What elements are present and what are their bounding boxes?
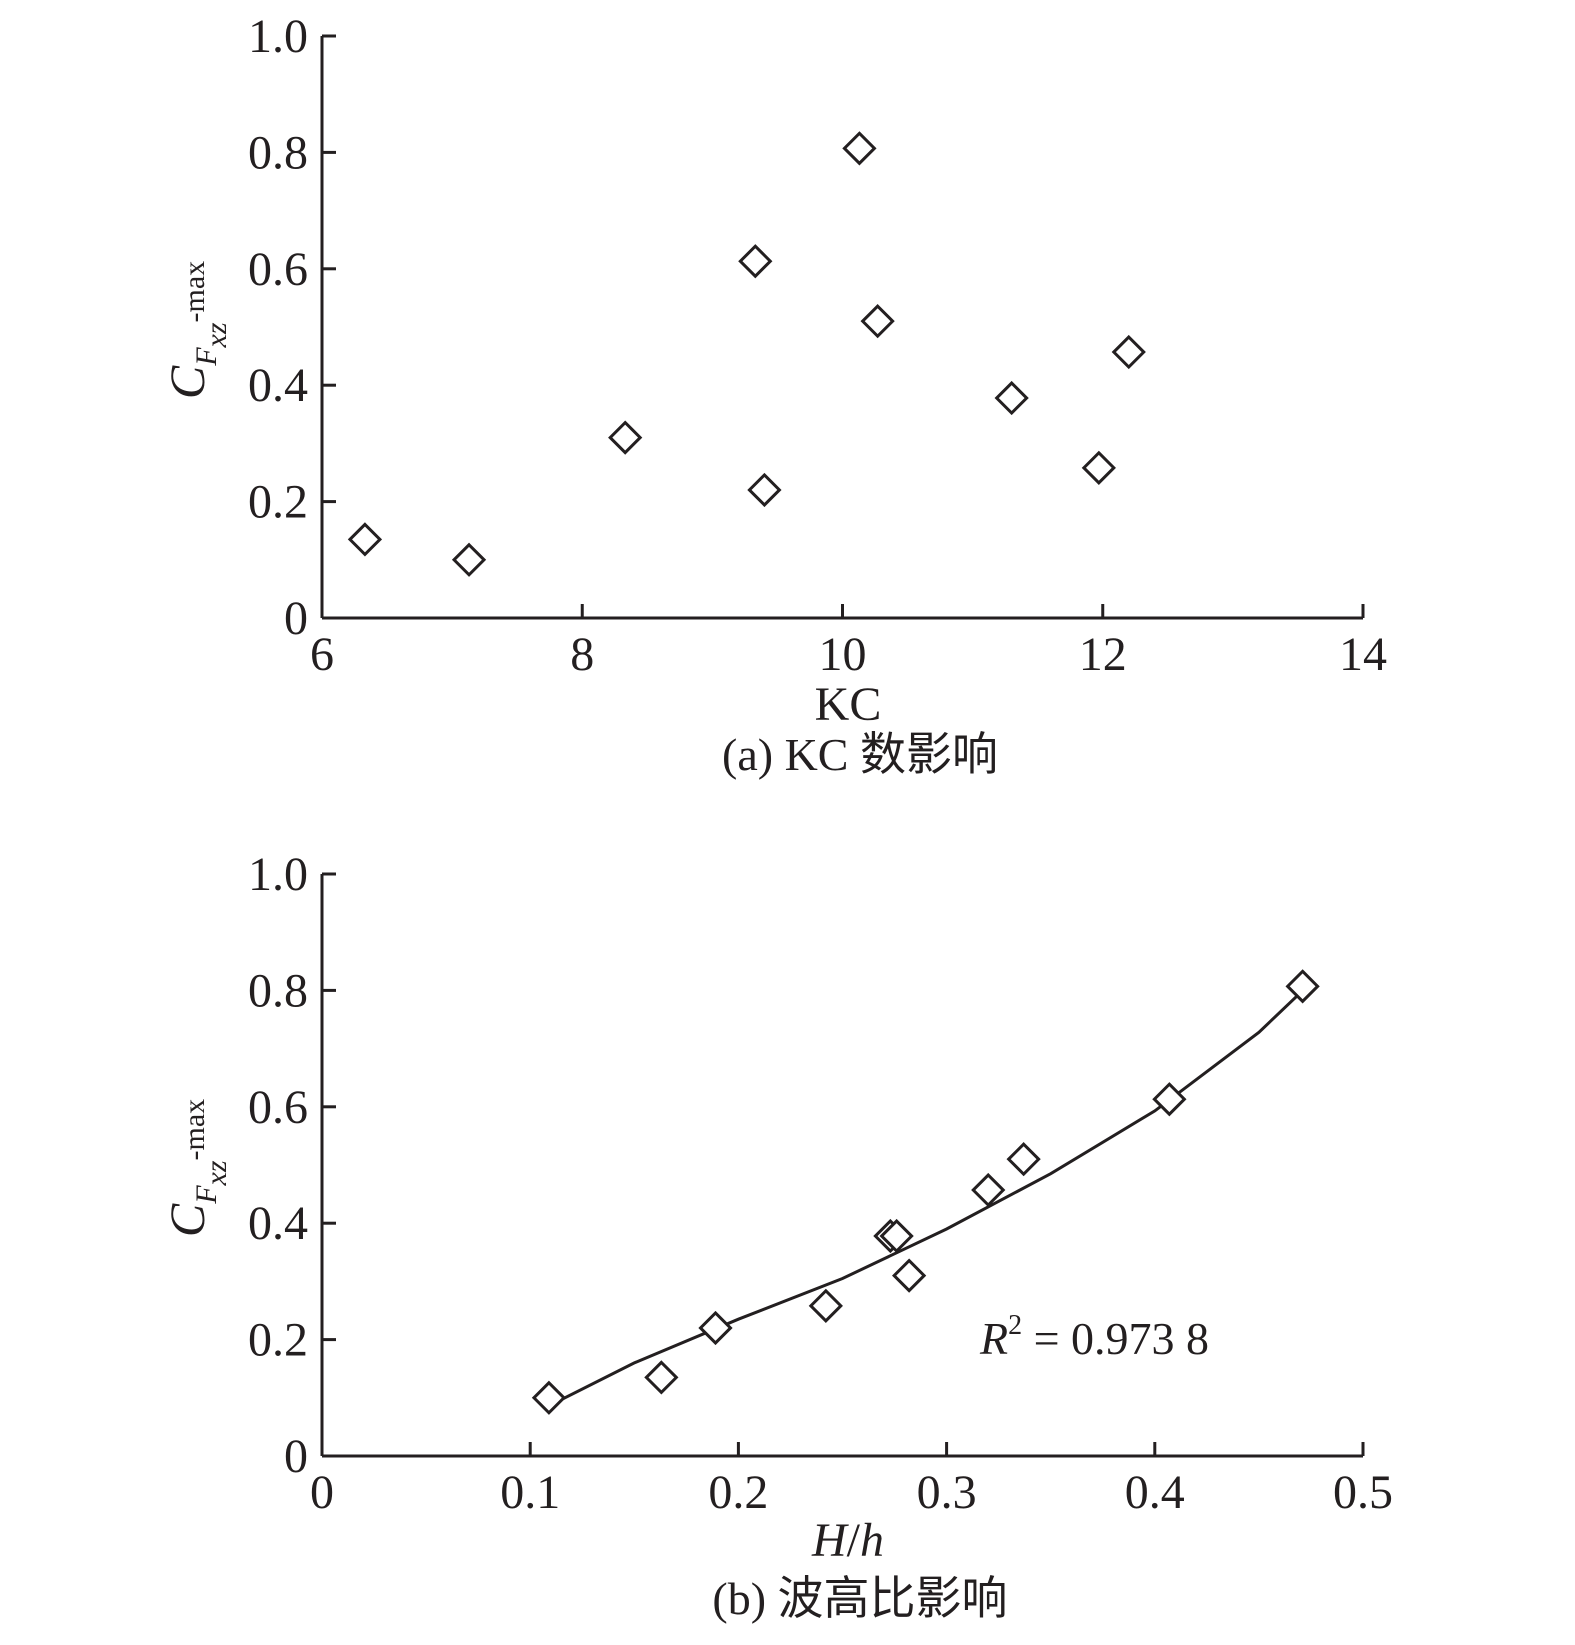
y-tick-label: 0.4 bbox=[248, 359, 308, 412]
x-tick-label: 8 bbox=[570, 628, 594, 681]
panel-b-y-ticks: 0 0.2 0.4 0.6 0.8 1.0 bbox=[248, 848, 336, 1483]
data-point-diamond bbox=[747, 472, 782, 508]
x-tick-label: 0.1 bbox=[500, 1466, 560, 1519]
x-tick-label: 12 bbox=[1079, 628, 1127, 681]
panel-b-fit-curve bbox=[550, 991, 1302, 1407]
svg-text:CFxz-max: CFxz-max bbox=[159, 261, 233, 399]
data-point-diamond bbox=[451, 542, 487, 577]
x-tick-label: 0.5 bbox=[1333, 1466, 1393, 1519]
panel-a-y-ticks: 0 0.2 0.4 0.6 0.8 1.0 bbox=[248, 10, 336, 645]
data-point-diamond bbox=[892, 1258, 927, 1293]
y-tick-label: 0.8 bbox=[248, 964, 308, 1017]
data-point-diamond bbox=[808, 1288, 843, 1323]
x-tick-label: 10 bbox=[819, 628, 867, 681]
y-tick-label: 0 bbox=[284, 592, 308, 645]
panel-a-data-points bbox=[347, 131, 1146, 577]
panel-b-caption: (b) 波高比影响 bbox=[712, 1573, 1007, 1624]
y-tick-label: 0.4 bbox=[248, 1197, 308, 1250]
panel-b-y-axis-label: CFxz-max bbox=[159, 1099, 233, 1237]
data-point-diamond bbox=[1111, 334, 1146, 370]
data-point-diamond bbox=[842, 131, 877, 166]
data-point-diamond bbox=[608, 420, 643, 455]
y-tick-label: 0.8 bbox=[248, 126, 308, 179]
panel-b-wave-height-ratio: 0 0.2 0.4 0.6 0.8 1.0 0 0.1 0.2 0.3 0.4 0.5 R2 = 0… bbox=[159, 848, 1393, 1624]
data-point-diamond bbox=[860, 304, 895, 339]
panel-a-caption: (a) KC 数影响 bbox=[722, 729, 998, 780]
x-tick-label: 0.4 bbox=[1125, 1466, 1185, 1519]
x-tick-label: 0 bbox=[310, 1466, 334, 1519]
y-tick-label: 1.0 bbox=[248, 848, 308, 901]
panel-b-annotation: R2 = 0.973 8 bbox=[979, 1310, 1209, 1364]
data-point-diamond bbox=[1152, 1082, 1187, 1117]
data-point-diamond bbox=[698, 1310, 733, 1346]
data-point-diamond bbox=[971, 1172, 1006, 1208]
data-point-diamond bbox=[738, 244, 773, 279]
panel-a-y-axis-label: CFxz-max bbox=[159, 261, 233, 399]
panel-b-data-points bbox=[531, 969, 1320, 1415]
panel-b-x-ticks: 0 0.1 0.2 0.3 0.4 0.5 bbox=[310, 1442, 1393, 1519]
y-tick-label: 0.6 bbox=[248, 243, 308, 296]
panel-b-x-axis-label: H/h bbox=[811, 1514, 884, 1567]
data-point-diamond bbox=[1285, 969, 1320, 1004]
x-tick-label: 0.3 bbox=[917, 1466, 977, 1519]
x-tick-label: 6 bbox=[310, 628, 334, 681]
panel-a-kc-influence: 0 0.2 0.4 0.6 0.8 1.0 6 8 10 12 14 KC CFxz-max (a… bbox=[159, 10, 1387, 780]
y-tick-label: 0.2 bbox=[248, 1314, 308, 1367]
panel-a-x-axis-label: KC bbox=[815, 678, 882, 731]
svg-text:CFxz-max: CFxz-max bbox=[159, 1099, 233, 1237]
panel-a-x-ticks: 6 8 10 12 14 bbox=[310, 604, 1387, 681]
y-tick-label: 0.2 bbox=[248, 476, 308, 529]
data-point-diamond bbox=[531, 1380, 567, 1415]
y-tick-label: 1.0 bbox=[248, 10, 308, 63]
data-point-diamond bbox=[1006, 1142, 1041, 1177]
data-point-diamond bbox=[644, 1360, 679, 1395]
data-point-diamond bbox=[347, 522, 383, 557]
y-tick-label: 0.6 bbox=[248, 1081, 308, 1134]
data-point-diamond bbox=[1081, 450, 1116, 485]
data-point-diamond bbox=[879, 1218, 914, 1254]
x-tick-label: 14 bbox=[1339, 628, 1387, 681]
x-tick-label: 0.2 bbox=[708, 1466, 768, 1519]
y-tick-label: 0 bbox=[284, 1430, 308, 1483]
data-point-diamond bbox=[994, 380, 1029, 416]
